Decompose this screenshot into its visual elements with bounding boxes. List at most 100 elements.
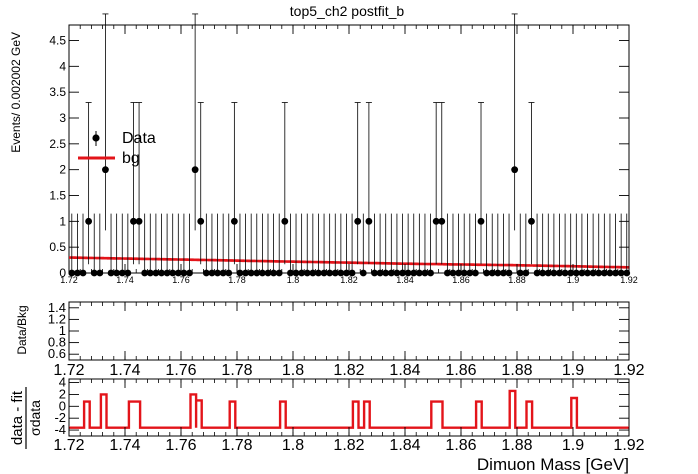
- main-x-tick-label: 1.86: [452, 275, 470, 285]
- main-y-axis: 0 0.5 1 1.5 2 2.5 3 3.5 4 4.5: [49, 34, 629, 280]
- pull-x-tick-label: 1.84: [389, 437, 420, 454]
- data-point: [404, 269, 412, 277]
- data-point: [236, 269, 244, 277]
- data-point: [595, 269, 603, 277]
- main-y-tick-label: 2: [59, 163, 66, 177]
- data-point: [287, 269, 294, 277]
- main-x-tick-label: 1.92: [620, 275, 638, 285]
- data-point: [528, 217, 535, 225]
- data-point: [567, 269, 575, 277]
- data-point: [483, 269, 491, 277]
- main-y-tick-label: 1.5: [49, 189, 66, 203]
- pull-line: [69, 389, 629, 429]
- data-point: [589, 269, 597, 277]
- bg-curve: [69, 256, 630, 269]
- pull-x-tick-label: 1.8: [282, 437, 304, 454]
- data-point: [354, 217, 362, 225]
- data-point: [432, 217, 440, 225]
- data-point: [79, 269, 87, 277]
- data-point: [539, 269, 547, 277]
- main-x-tick-label: 1.76: [172, 275, 190, 285]
- ratio-x-tick-label: 1.72: [53, 362, 84, 379]
- pull-x-tick-label: 1.92: [613, 437, 644, 454]
- ratio-y-tick-label: 0.6: [48, 346, 66, 361]
- data-point: [202, 269, 210, 277]
- data-point: [163, 269, 171, 277]
- pull-y-tick-label: 0: [59, 398, 66, 413]
- data-point: [191, 166, 199, 174]
- data-point: [174, 269, 182, 277]
- data-point: [600, 269, 608, 277]
- data-point: [130, 217, 137, 225]
- data-point: [343, 269, 350, 277]
- data-point: [399, 269, 406, 277]
- data-point: [141, 269, 149, 277]
- data-point: [488, 269, 496, 277]
- pull-y-tick-label: -2: [54, 410, 66, 425]
- data-point: [550, 269, 558, 277]
- data-point: [242, 269, 249, 277]
- ratio-y-tick-label: 1: [59, 323, 66, 338]
- ratio-x-tick-label: 1.86: [445, 362, 476, 379]
- data-point: [393, 269, 401, 277]
- data-point: [102, 166, 109, 174]
- data-point: [606, 269, 614, 277]
- data-point: [146, 269, 154, 277]
- data-point: [315, 269, 322, 277]
- data-point: [96, 269, 104, 277]
- data-point: [225, 269, 233, 277]
- data-point: [320, 269, 328, 277]
- data-point: [516, 269, 524, 277]
- main-y-axis-label: Events/ 0.002002 GeV: [9, 32, 23, 153]
- ratio-y-tick-label: 0.8: [48, 335, 66, 350]
- data-point: [348, 269, 356, 277]
- data-point: [270, 269, 278, 277]
- data-point: [326, 269, 334, 277]
- data-point: [247, 269, 255, 277]
- data-point: [438, 217, 446, 225]
- ratio-x-tick-label: 1.84: [389, 362, 420, 379]
- data-point: [449, 269, 457, 277]
- main-x-tick-label: 1.72: [60, 275, 78, 285]
- data-point: [197, 217, 205, 225]
- data-point: [371, 269, 378, 277]
- data-points-group: [68, 13, 631, 277]
- ratio-x-tick-label: 1.74: [109, 362, 140, 379]
- pull-x-tick-label: 1.86: [445, 437, 476, 454]
- main-y-tick-label: 0: [59, 266, 66, 280]
- ratio-y-axis: 0.60.811.21.4: [48, 300, 629, 361]
- data-point: [258, 269, 266, 277]
- ratio-x-tick-label: 1.92: [613, 362, 644, 379]
- main-y-tick-label: 1: [59, 214, 66, 228]
- data-point: [337, 269, 345, 277]
- legend-data-marker: [92, 134, 100, 142]
- data-point: [410, 269, 418, 277]
- legend-label-bg: bg: [122, 150, 140, 167]
- data-point: [427, 269, 434, 277]
- data-point: [382, 269, 390, 277]
- data-point: [522, 269, 530, 277]
- main-panel: 0 0.5 1 1.5 2 2.5 3 3.5 4 4.5 1.72 1.74 1.76 1.78 1.8…: [9, 13, 638, 285]
- pull-y-tick-label: 2: [59, 386, 66, 401]
- data-point: [169, 269, 177, 277]
- data-point: [113, 269, 121, 277]
- data-point: [584, 269, 591, 277]
- data-point: [158, 269, 165, 277]
- data-point: [124, 269, 132, 277]
- data-point: [107, 269, 115, 277]
- data-point: [578, 269, 586, 277]
- data-point: [264, 269, 272, 277]
- pull-line-group: [69, 389, 629, 429]
- main-y-tick-label: 4: [59, 59, 66, 73]
- data-point: [298, 269, 306, 277]
- x-axis-label: Dimuon Mass [GeV]: [477, 455, 629, 474]
- ratio-x-tick-label: 1.76: [165, 362, 196, 379]
- main-x-tick-label: 1.82: [340, 275, 358, 285]
- data-point: [152, 269, 160, 277]
- data-point: [135, 217, 143, 225]
- data-point: [365, 217, 373, 225]
- data-point: [219, 269, 227, 277]
- data-point: [230, 217, 238, 225]
- data-point: [505, 269, 513, 277]
